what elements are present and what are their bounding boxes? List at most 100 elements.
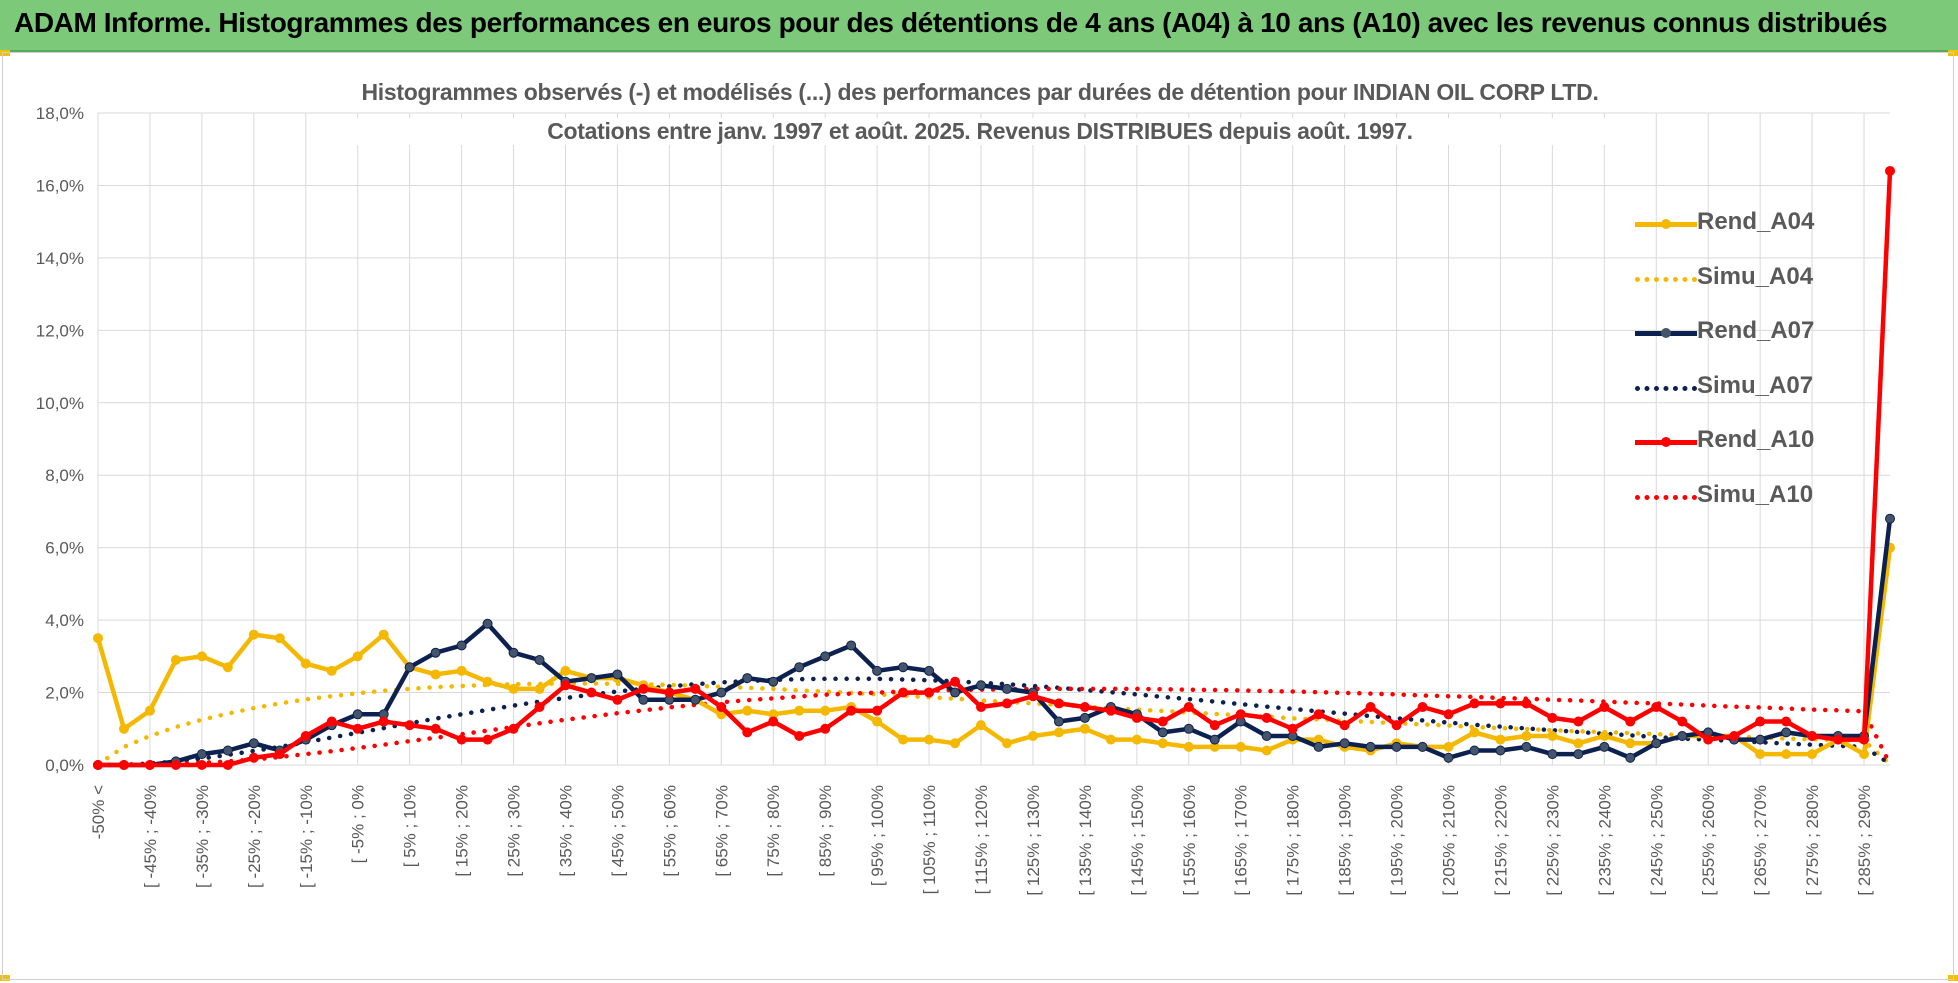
data-point-rend-a07 [716, 687, 727, 698]
data-point-rend-a10 [1157, 716, 1168, 727]
data-point-rend-a04 [378, 629, 389, 640]
data-point-rend-a10 [1729, 731, 1740, 742]
y-tick-label: 10,0% [36, 394, 84, 413]
data-point-rend-a10 [898, 687, 909, 698]
x-tick-label: [ -15% ; -10% [297, 785, 316, 888]
data-point-rend-a10 [820, 723, 831, 734]
data-point-rend-a07 [1599, 741, 1610, 752]
data-point-rend-a10 [274, 749, 285, 760]
data-point-rend-a10 [1833, 734, 1844, 745]
x-tick-label: [ 115% ; 120% [972, 785, 991, 894]
data-point-rend-a07 [196, 749, 207, 760]
data-point-rend-a07 [898, 662, 909, 673]
data-point-rend-a07 [1443, 752, 1454, 763]
data-point-rend-a10 [378, 716, 389, 727]
data-point-rend-a10 [1209, 720, 1220, 731]
data-point-rend-a10 [950, 676, 961, 687]
legend-item-rend-a07: Rend_A07 [1630, 313, 1814, 368]
data-point-rend-a07 [1053, 716, 1064, 727]
data-point-rend-a07 [1261, 731, 1272, 742]
chart-area [2, 52, 1954, 980]
data-point-rend-a10 [794, 731, 805, 742]
data-point-rend-a10 [1443, 709, 1454, 720]
x-tick-label: [ 195% ; 200% [1388, 785, 1407, 896]
data-point-rend-a04 [742, 705, 753, 716]
data-point-rend-a07 [846, 640, 857, 651]
data-point-rend-a10 [1573, 716, 1584, 727]
data-point-rend-a10 [1131, 712, 1142, 723]
data-point-rend-a04 [300, 658, 311, 669]
data-point-rend-a07 [1469, 745, 1480, 756]
data-point-rend-a07 [924, 665, 935, 676]
legend-marker-rend-a07 [1661, 328, 1671, 339]
data-point-rend-a10 [482, 734, 493, 745]
report-banner: ADAM Informe. Histogrammes des performan… [0, 0, 1958, 52]
data-point-rend-a04 [1807, 749, 1818, 760]
data-point-rend-a07 [1495, 745, 1506, 756]
data-point-rend-a04 [352, 651, 363, 662]
data-point-rend-a04 [924, 734, 935, 745]
legend-item-simu-a10: Simu_A10 [1630, 477, 1813, 532]
legend-swatch-simu-a07 [1635, 385, 1697, 391]
data-point-rend-a10 [1079, 702, 1090, 713]
data-point-rend-a10 [1313, 709, 1324, 720]
legend-swatch-rend-a07 [1635, 328, 1697, 339]
data-point-rend-a10 [1677, 716, 1688, 727]
data-point-rend-a10 [1105, 705, 1116, 716]
data-point-rend-a10 [456, 734, 467, 745]
legend-marker-rend-a10 [1661, 437, 1671, 448]
legend-label: Rend_A07 [1697, 317, 1815, 345]
data-point-rend-a04 [1781, 749, 1792, 760]
legend-swatch-simu-a10 [1635, 494, 1697, 500]
legend-swatch-rend-a04 [1635, 219, 1697, 229]
data-point-rend-a07 [352, 709, 363, 720]
x-tick-label: [ 175% ; 180% [1284, 785, 1303, 896]
data-point-rend-a07 [482, 618, 493, 629]
data-point-rend-a10 [1287, 723, 1298, 734]
y-tick-label: 16,0% [36, 176, 84, 195]
data-point-rend-a10 [144, 760, 155, 770]
report-title: ADAM Informe. Histogrammes des performan… [14, 7, 1888, 38]
x-tick-label: [ 15% ; 20% [453, 785, 472, 877]
data-point-rend-a07 [1001, 683, 1012, 694]
data-point-rend-a07 [1157, 727, 1168, 738]
data-point-rend-a07 [976, 680, 987, 691]
legend-marker-rend-a04 [1661, 219, 1671, 229]
data-point-rend-a04 [1079, 723, 1090, 734]
data-point-rend-a10 [1235, 709, 1246, 720]
chart-legend: Rend_A04 Simu_A04 Rend_A07 Simu_A07 Rend_A10… [1630, 204, 1814, 532]
data-point-rend-a07 [638, 694, 649, 705]
data-point-rend-a10 [846, 705, 857, 716]
data-point-rend-a07 [820, 651, 831, 662]
legend-item-rend-a10: Rend_A10 [1630, 422, 1814, 477]
data-point-rend-a04 [430, 669, 441, 680]
data-point-rend-a07 [768, 676, 779, 687]
data-point-rend-a10 [872, 705, 883, 716]
data-point-rend-a10 [638, 683, 649, 694]
data-point-rend-a04 [1547, 731, 1558, 742]
data-point-rend-a10 [924, 687, 935, 698]
data-point-rend-a07 [1079, 712, 1090, 723]
data-point-rend-a04 [872, 716, 883, 727]
x-tick-label: [ 105% ; 110% [920, 785, 939, 894]
data-point-rend-a07 [1183, 723, 1194, 734]
data-point-rend-a10 [742, 727, 753, 738]
data-point-rend-a04 [118, 723, 129, 734]
data-point-rend-a04 [248, 629, 259, 640]
x-tick-label: [ 265% ; 270% [1751, 785, 1770, 896]
data-point-rend-a04 [1105, 734, 1116, 745]
data-point-rend-a07 [690, 694, 701, 705]
data-point-rend-a04 [456, 665, 467, 676]
data-point-rend-a07 [1677, 731, 1688, 742]
corner-mark-bottom-left [0, 975, 10, 981]
data-point-rend-a04 [1521, 731, 1532, 742]
data-point-rend-a10 [1365, 702, 1376, 713]
data-point-rend-a10 [1027, 691, 1038, 702]
data-point-rend-a10 [716, 702, 727, 713]
x-tick-label: [ 125% ; 130% [1024, 785, 1043, 896]
data-point-rend-a10 [508, 723, 519, 734]
data-point-rend-a07 [1313, 741, 1324, 752]
x-tick-label: [ 165% ; 170% [1232, 785, 1251, 896]
x-tick-label: [ 135% ; 140% [1076, 785, 1095, 896]
